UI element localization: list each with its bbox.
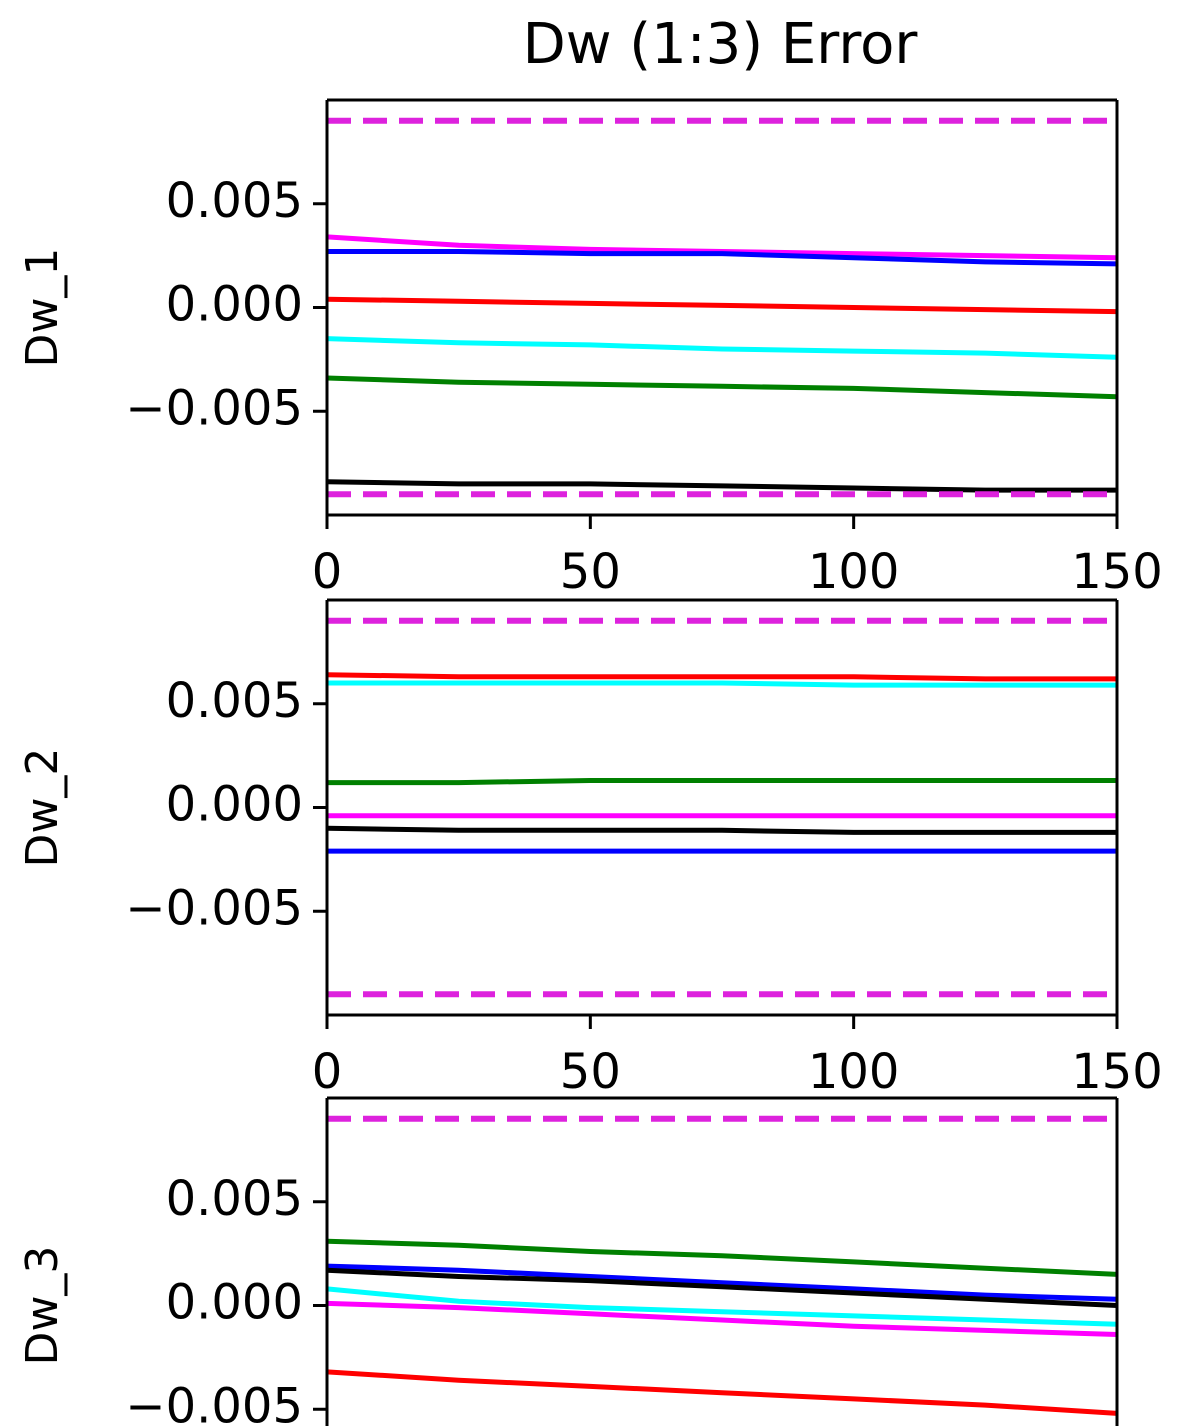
y-tick-label: 0.005 xyxy=(166,1171,303,1227)
y-tick-label: 0.000 xyxy=(166,1275,303,1331)
y-axis-label: Dw_3 xyxy=(17,1246,68,1366)
data-line xyxy=(326,1267,1118,1308)
y-tick-label: −0.005 xyxy=(125,1378,303,1426)
x-tick-label: 150 xyxy=(1071,544,1163,600)
data-line xyxy=(326,1286,1118,1327)
data-line xyxy=(326,479,1117,493)
data-line xyxy=(327,680,1117,688)
data-line xyxy=(326,1238,1118,1277)
y-tick-label: −0.005 xyxy=(125,380,303,436)
y-axis-label: Dw_1 xyxy=(17,248,68,368)
x-tick-label: 100 xyxy=(808,1044,900,1100)
data-line xyxy=(327,249,1118,267)
x-tick-label: 50 xyxy=(560,544,621,600)
y-tick-label: −0.005 xyxy=(125,880,303,936)
x-tick-label: 50 xyxy=(560,1044,621,1100)
y-axis-label: Dw_2 xyxy=(17,748,68,868)
data-line xyxy=(326,672,1117,682)
x-tick-label: 0 xyxy=(312,1044,343,1100)
x-tick-label: 100 xyxy=(808,544,900,600)
y-tick-label: 0.000 xyxy=(166,777,303,833)
data-line xyxy=(327,778,1117,786)
y-tick-label: 0.005 xyxy=(166,173,303,229)
data-line xyxy=(326,1263,1118,1302)
figure-title: Dw (1:3) Error xyxy=(523,12,919,77)
data-line xyxy=(326,296,1118,315)
y-tick-label: 0.000 xyxy=(166,277,303,333)
x-tick-label: 150 xyxy=(1071,1044,1163,1100)
data-line xyxy=(326,336,1118,360)
y-tick-label: 0.005 xyxy=(166,673,303,729)
x-tick-label: 0 xyxy=(312,544,343,600)
data-line xyxy=(326,375,1118,400)
data-line xyxy=(326,1369,1118,1416)
data-line xyxy=(326,1300,1118,1337)
data-line xyxy=(326,825,1117,835)
